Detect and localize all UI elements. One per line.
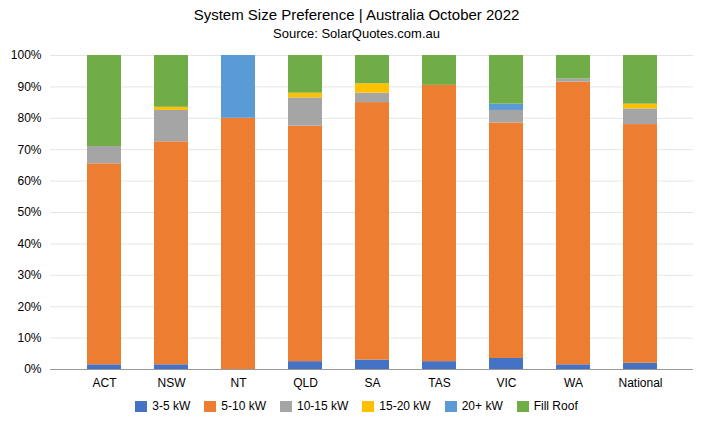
svg-text:10%: 10%	[17, 331, 41, 345]
svg-text:WA: WA	[564, 376, 583, 390]
svg-text:90%: 90%	[17, 80, 41, 94]
svg-text:NT: NT	[231, 376, 248, 390]
svg-text:20%: 20%	[17, 300, 41, 314]
svg-text:60%: 60%	[17, 174, 41, 188]
svg-text:TAS: TAS	[428, 376, 450, 390]
svg-text:QLD: QLD	[293, 376, 318, 390]
html-text:3-5 kW: 3-5 kW	[152, 399, 191, 413]
svg-text:VIC: VIC	[496, 376, 516, 390]
html-text:5-10 kW: 5-10 kW	[221, 399, 266, 413]
svg-text:100%: 100%	[11, 48, 42, 62]
svg-text:80%: 80%	[17, 111, 41, 125]
svg-text:30%: 30%	[17, 268, 41, 282]
svg-text:0%: 0%	[24, 362, 42, 376]
svg-text:SA: SA	[364, 376, 380, 390]
html-text:Source: SolarQuotes.com.au: Source: SolarQuotes.com.au	[273, 26, 440, 41]
svg-text:ACT: ACT	[93, 376, 118, 390]
html-text:10-15 kW: 10-15 kW	[297, 399, 349, 413]
html-text:15-20 kW: 15-20 kW	[379, 399, 431, 413]
svg-text:40%: 40%	[17, 237, 41, 251]
svg-text:NSW: NSW	[158, 376, 187, 390]
svg-text:National: National	[618, 376, 662, 390]
html-text:Fill Roof: Fill Roof	[533, 399, 578, 413]
html-text:20+ kW: 20+ kW	[461, 399, 503, 413]
svg-text:70%: 70%	[17, 143, 41, 157]
html-text:System Size Preference | Austr: System Size Preference | Australia Octob…	[193, 6, 520, 23]
svg-text:50%: 50%	[17, 205, 41, 219]
